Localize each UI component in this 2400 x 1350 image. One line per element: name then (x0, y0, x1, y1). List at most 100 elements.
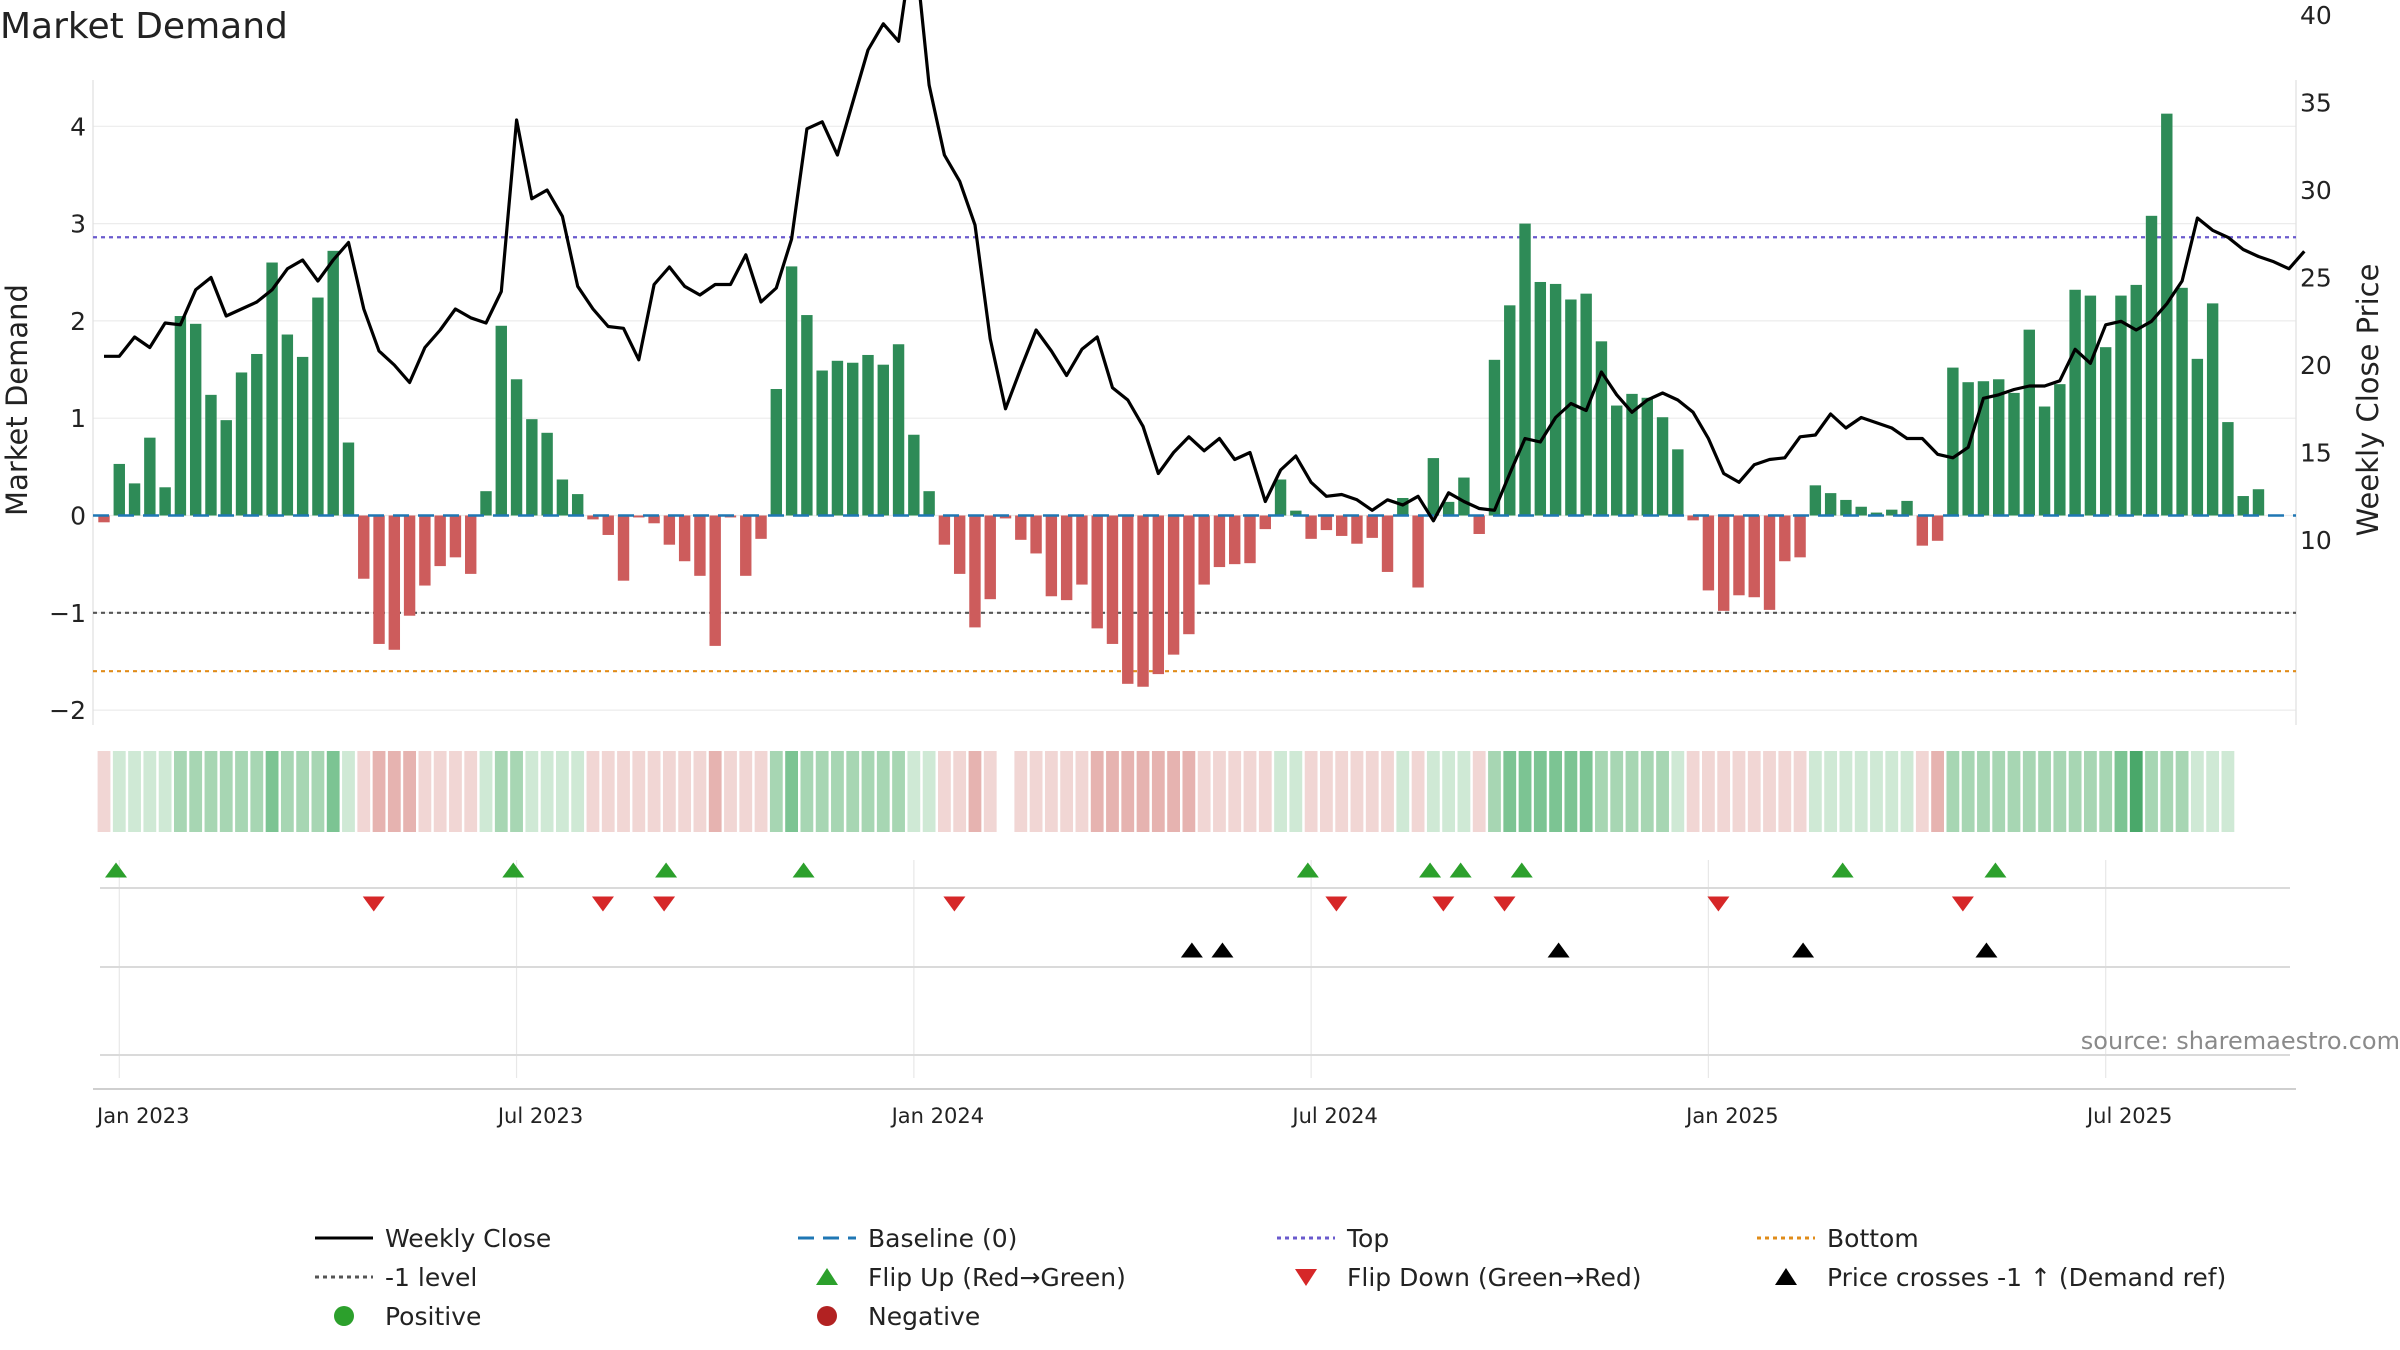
negative-bar (98, 515, 110, 523)
positive-bar (1274, 479, 1287, 516)
positive-bar (2084, 295, 2097, 516)
heat-strip-cell (1320, 751, 1333, 832)
heat-strip-cell (1228, 751, 1242, 832)
positive-bar (2115, 295, 2127, 516)
heat-strip-cell (724, 751, 737, 832)
positive-bar (923, 491, 935, 516)
heat-strip-cell (556, 751, 569, 832)
negative-bar (1015, 515, 1027, 540)
legend: Weekly Close Baseline (0) Top Bottom -1 leve… (315, 1224, 2226, 1331)
heat-strip-cell (678, 751, 692, 832)
heat-strip-cell (831, 751, 844, 832)
negative-bar (434, 515, 446, 567)
positive-bar (2099, 347, 2112, 516)
heat-strip-cell (892, 751, 905, 832)
heat-strip-cell (1763, 751, 1776, 832)
flip-down-marker (1493, 896, 1516, 912)
heat-strip-cell (938, 751, 951, 832)
flip-up-marker (792, 862, 815, 878)
heat-strip-cell (632, 751, 646, 832)
positive-bar (1656, 417, 1669, 516)
negative-bar (1122, 515, 1134, 684)
weekly-close-line (104, 0, 2306, 523)
heat-strip-cell (342, 751, 355, 832)
weekly-close-line-group (93, 0, 2306, 523)
positive-bar (296, 356, 309, 516)
heat-strip-cell (403, 751, 416, 832)
heat-strip-cell (1854, 751, 1868, 832)
price-cross-marker (1547, 942, 1570, 958)
heat-strip-cell (1625, 751, 1639, 832)
positive-bar (159, 487, 171, 516)
positive-bar (892, 344, 905, 516)
negative-bar (1335, 515, 1348, 536)
positive-bar (1565, 299, 1577, 516)
legend-positive-swatch (334, 1306, 354, 1326)
heat-strip-cell (1442, 751, 1456, 832)
heat-strip-cell (479, 751, 493, 832)
heat-strip-cell (1518, 751, 1532, 832)
heat-strip-cell (846, 751, 860, 832)
heat-strip-cell (1808, 751, 1822, 832)
negative-bar (953, 515, 966, 574)
event-markers (93, 862, 2296, 1090)
heat-strip-cell (1839, 751, 1853, 832)
heat-strip-cell (1426, 751, 1440, 832)
positive-bar (1824, 493, 1837, 516)
negative-bar (1412, 515, 1424, 588)
heat-strip-cell (1014, 751, 1028, 832)
negative-bar (709, 515, 721, 646)
positive-bar (1488, 359, 1501, 516)
heat-strip-cell (2145, 751, 2158, 832)
heat-strip-cell (1044, 751, 1058, 832)
negative-bar (1152, 515, 1165, 675)
positive-bar (342, 442, 355, 516)
heat-strip-cell (1870, 751, 1883, 832)
heat-strip-cell (662, 751, 676, 832)
heat-strip-cell (2007, 751, 2021, 832)
flip-down-marker (1707, 896, 1730, 912)
negative-bar (1259, 515, 1271, 530)
positive-bar (785, 266, 798, 516)
negative-bar (984, 515, 996, 600)
heat-strip-cell (280, 751, 294, 832)
heat-strip-cell (128, 751, 141, 832)
heat-strip-cell (571, 751, 585, 832)
heat-strip-cell (647, 751, 661, 832)
heat-strip-cell (525, 751, 539, 832)
heat-strip-cell (1304, 751, 1318, 832)
negative-bar (1320, 515, 1333, 531)
heat-strip-cell (235, 751, 248, 832)
heat-strip-cell (1472, 751, 1486, 832)
heat-strip-cell (1656, 751, 1669, 832)
positive-bar (113, 463, 125, 516)
negative-bar (587, 515, 599, 520)
y-tick-label: 0 (70, 502, 86, 531)
heat-strip-cell (1167, 751, 1180, 832)
heat-strip-cell (754, 751, 768, 832)
legend-negative-swatch (817, 1306, 837, 1326)
negative-bar (358, 515, 370, 579)
positive-bar (1626, 393, 1638, 516)
negative-bar (1779, 515, 1791, 562)
price-cross-marker (1211, 942, 1234, 958)
positive-bar (1947, 367, 1959, 516)
flip-down-marker (362, 896, 385, 912)
negative-bar (1030, 515, 1042, 554)
heat-strip-cell (1915, 751, 1929, 832)
y-tick-label: −1 (49, 599, 86, 628)
positive-bar (1870, 512, 1883, 516)
heat-strip-cell (143, 751, 157, 832)
negative-bar (373, 515, 385, 644)
negative-bar (1366, 515, 1378, 538)
negative-bar (1137, 515, 1149, 687)
flip-down-marker (1325, 896, 1348, 912)
flip-up-marker (1449, 862, 1472, 878)
positive-bar (251, 353, 263, 516)
legend-cross-swatch (1775, 1268, 1797, 1285)
flip-up-marker (1831, 862, 1854, 878)
y2-tick-label: 40 (2300, 1, 2332, 30)
heat-strip-cell (1747, 751, 1761, 832)
heat-strip-cell (1900, 751, 1914, 832)
positive-bar (2038, 406, 2051, 516)
